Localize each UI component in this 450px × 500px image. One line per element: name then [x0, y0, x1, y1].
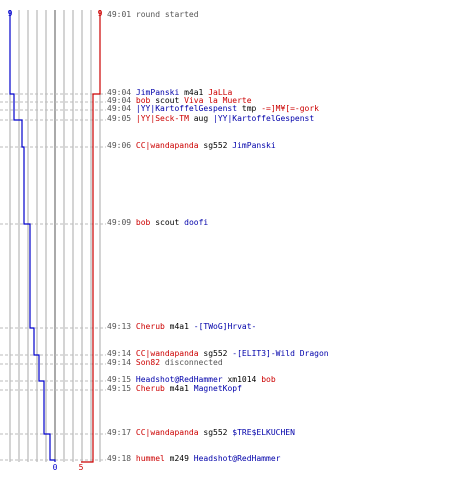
- event-weapon: m249: [169, 454, 189, 463]
- event-actor: CC|wandapanda: [135, 141, 199, 150]
- event-target: Headshot@RedHammer: [193, 454, 281, 463]
- log-entry: 49:14 Son82 disconnected: [107, 358, 223, 368]
- event-target: doofi: [184, 218, 209, 227]
- event-actor: Son82: [135, 358, 161, 367]
- blue-team-line: [9, 10, 56, 462]
- log-entry: 49:13 Cherub m4a1 -[TWoG]Hrvat-: [107, 322, 256, 332]
- blue-end-score: 0: [53, 463, 58, 472]
- event-note: disconnected: [164, 358, 223, 367]
- red-team-line: [81, 10, 101, 463]
- blue-start-score: 9: [8, 9, 13, 18]
- event-actor: |YY|KartoffelGespenst: [135, 104, 238, 113]
- event-target: |YY|KartoffelGespenst: [213, 114, 315, 123]
- event-target: $TRE$ELKUCHEN: [232, 428, 295, 437]
- event-weapon: m4a1: [169, 322, 189, 331]
- event-actor: hummel: [135, 454, 165, 463]
- event-weapon: m4a1: [169, 384, 189, 393]
- score-chart: 9 9 0 5: [0, 9, 106, 472]
- event-weapon: m4a1: [184, 88, 204, 97]
- event-actor: |YY|Seck-TM: [135, 114, 189, 123]
- event-target: -[TWoG]Hrvat-: [193, 322, 257, 331]
- event-target: JimPanski: [232, 141, 276, 150]
- event-actor: bob: [135, 218, 151, 227]
- event-actor: CC|wandapanda: [135, 428, 199, 437]
- log-entry: 49:14 CC|wandapanda sg552 -[ELIT3]-Wild …: [107, 349, 329, 359]
- log-entry: 49:01 round started: [107, 10, 199, 20]
- event-time: 49:09: [107, 218, 132, 227]
- red-start-score: 9: [98, 9, 103, 18]
- event-target: bob: [261, 375, 276, 384]
- event-weapon: scout: [155, 96, 180, 105]
- event-target: MagnetKopf: [193, 384, 242, 393]
- event-target: JaLLa: [208, 88, 233, 97]
- event-weapon: sg552: [203, 428, 228, 437]
- event-time: 49:15: [107, 375, 132, 384]
- red-end-score: 5: [79, 463, 84, 472]
- event-weapon: aug: [193, 114, 209, 123]
- event-note: round started: [135, 10, 199, 19]
- event-actor: Headshot@RedHammer: [135, 375, 223, 384]
- event-weapon: xm1014: [227, 375, 257, 384]
- event-actor: JimPanski: [135, 88, 180, 97]
- event-time: 49:04: [107, 88, 132, 97]
- event-target: Viva la Muerte: [184, 96, 252, 105]
- event-time: 49:14: [107, 349, 132, 358]
- log-entry: 49:09 bob scout doofi: [107, 218, 208, 228]
- log-entry: 49:18 hummel m249 Headshot@RedHammer: [107, 454, 280, 464]
- event-weapon: tmp: [241, 104, 257, 113]
- event-weapon: sg552: [203, 349, 228, 358]
- event-log: 49:01 round started 49:04 JimPanski m4a1…: [107, 0, 447, 500]
- event-target: -=]M¥[=-gork: [261, 104, 319, 113]
- event-time: 49:06: [107, 141, 132, 150]
- log-entry: 49:04 JimPanski m4a1 JaLLa: [107, 88, 232, 98]
- event-time: 49:15: [107, 384, 132, 393]
- log-entry: 49:04 |YY|KartoffelGespenst tmp -=]M¥[=-…: [107, 104, 319, 114]
- event-weapon: sg552: [203, 141, 228, 150]
- event-time: 49:18: [107, 454, 132, 463]
- event-time: 49:13: [107, 322, 132, 331]
- log-entry: 49:15 Cherub m4a1 MagnetKopf: [107, 384, 242, 394]
- event-time: 49:04: [107, 96, 132, 105]
- log-entry: 49:15 Headshot@RedHammer xm1014 bob: [107, 375, 276, 385]
- event-actor: CC|wandapanda: [135, 349, 199, 358]
- event-time: 49:04: [107, 104, 132, 113]
- event-time: 49:01: [107, 10, 132, 19]
- log-entry: 49:17 CC|wandapanda sg552 $TRE$ELKUCHEN: [107, 428, 295, 438]
- log-entry: 49:04 bob scout Viva la Muerte: [107, 96, 252, 106]
- event-target: -[ELIT3]-Wild Dragon: [232, 349, 329, 358]
- event-weapon: scout: [155, 218, 180, 227]
- event-actor: bob: [135, 96, 151, 105]
- event-actor: Cherub: [135, 384, 165, 393]
- event-actor: Cherub: [135, 322, 165, 331]
- event-time: 49:05: [107, 114, 132, 123]
- log-entry: 49:06 CC|wandapanda sg552 JimPanski: [107, 141, 276, 151]
- log-entry: 49:05 |YY|Seck-TM aug |YY|KartoffelGespe…: [107, 114, 314, 124]
- event-time: 49:17: [107, 428, 132, 437]
- event-time: 49:14: [107, 358, 132, 367]
